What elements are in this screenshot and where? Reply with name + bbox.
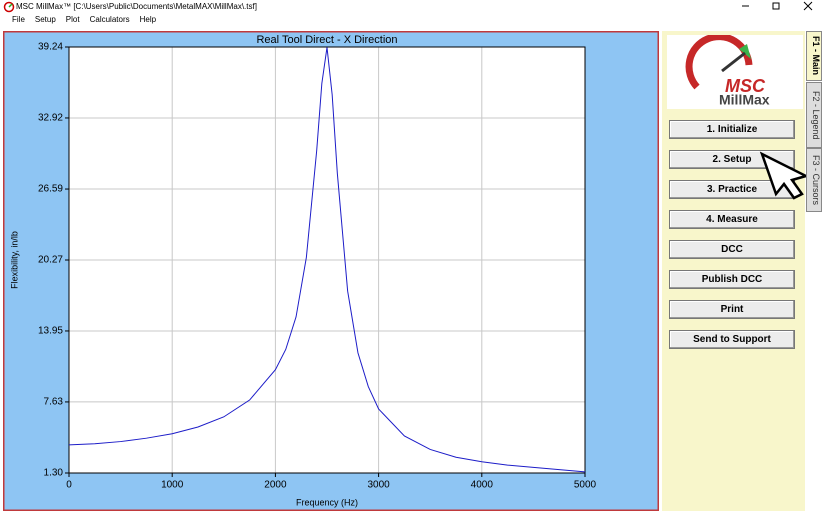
y-tick-label: 26.59 bbox=[38, 184, 63, 195]
menu-item[interactable]: Plot bbox=[65, 15, 80, 24]
plot-frame bbox=[68, 46, 586, 474]
button[interactable]: Publish DCC bbox=[669, 270, 795, 289]
button[interactable]: DCC bbox=[669, 240, 795, 259]
window-title: MSC MillMax™ [C:\Users\Public\Documents\… bbox=[16, 2, 257, 11]
button[interactable]: 4. Measure bbox=[669, 210, 795, 229]
y-tick-label: 39.24 bbox=[38, 42, 63, 53]
y-axis-label: Flexibility, in/lb bbox=[9, 231, 19, 289]
x-tick-label: 0 bbox=[66, 480, 72, 491]
y-tick-label: 7.63 bbox=[44, 397, 64, 408]
y-tick-label: 13.95 bbox=[38, 326, 63, 337]
menu-item[interactable]: Calculators bbox=[89, 15, 130, 24]
x-axis-label: Frequency (Hz) bbox=[296, 497, 358, 507]
tab[interactable]: F3 - Cursors bbox=[806, 148, 822, 212]
logo-brand: MSC bbox=[725, 76, 766, 96]
y-tick-label: 1.30 bbox=[44, 468, 64, 479]
menu-item[interactable]: Setup bbox=[34, 15, 56, 24]
x-tick-label: 2000 bbox=[264, 480, 287, 491]
tab[interactable]: F1 - Main bbox=[806, 31, 822, 81]
side-panel: MSC MillMax 1. Initialize 2. Setup 3. Prac… bbox=[662, 31, 805, 511]
y-tick-label: 32.92 bbox=[38, 113, 63, 124]
pointer-cursor bbox=[759, 151, 810, 200]
menu-item[interactable]: Help bbox=[139, 15, 157, 24]
menu-bar: File Setup Plot Calculators Help bbox=[0, 15, 156, 28]
x-tick-label: 4000 bbox=[471, 480, 494, 491]
app-icon bbox=[3, 1, 15, 13]
button[interactable]: Print bbox=[669, 300, 795, 319]
logo: MSC MillMax bbox=[667, 33, 803, 109]
menu-item[interactable]: File bbox=[12, 15, 25, 24]
x-tick-label: 1000 bbox=[161, 480, 184, 491]
logo-product: MillMax bbox=[719, 92, 770, 108]
chart: Real Tool Direct - X Direction Frequency… bbox=[3, 31, 659, 511]
logo-graphic: MSC MillMax bbox=[685, 33, 770, 108]
x-tick-label: 5000 bbox=[574, 480, 597, 491]
title-bar: MSC MillMax™ [C:\Users\Public\Documents\… bbox=[0, 0, 823, 13]
window-controls[interactable] bbox=[733, 0, 823, 13]
chart-title: Real Tool Direct - X Direction bbox=[256, 34, 397, 46]
x-tick-label: 3000 bbox=[367, 480, 390, 491]
button[interactable]: 1. Initialize bbox=[669, 120, 795, 139]
y-tick-label: 20.27 bbox=[38, 255, 63, 266]
data-line bbox=[68, 47, 586, 473]
tab[interactable]: F2 - Legend bbox=[806, 82, 822, 148]
button[interactable]: Send to Support bbox=[669, 330, 795, 349]
